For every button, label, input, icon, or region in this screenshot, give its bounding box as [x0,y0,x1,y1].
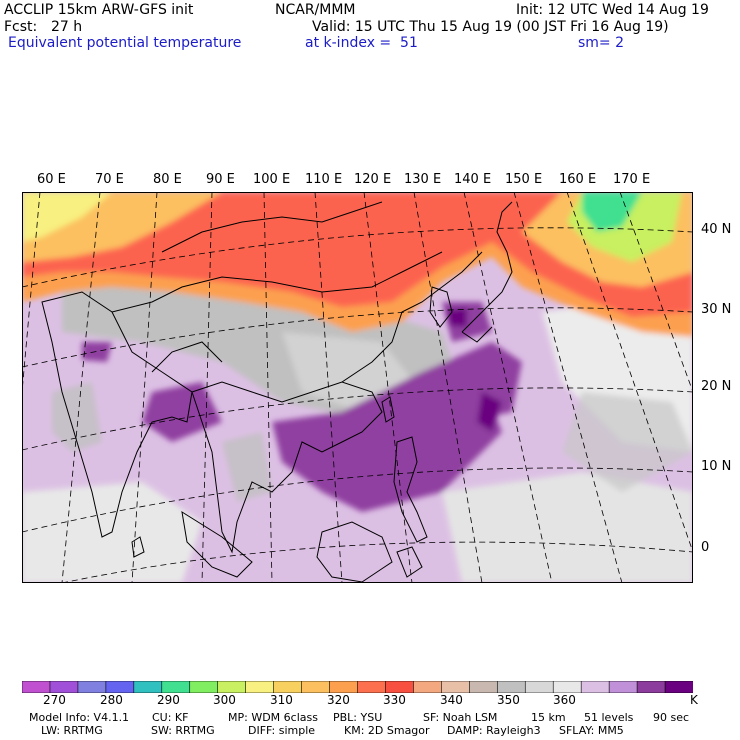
model-info-damp: DAMP: Rayleigh3 [447,724,541,737]
colorbar-tick-label: 340 [440,693,463,707]
colorbar-swatch [245,681,275,693]
smoothing-label: sm= 2 [578,35,625,51]
colorbar-tick-label: 270 [43,693,66,707]
lat-label: 20 N [701,379,732,394]
colorbar-swatch [189,681,219,693]
coastlines [41,201,513,583]
lon-label: 170 E [613,172,651,187]
colorbar-swatch [664,681,693,693]
lon-label: 150 E [505,172,543,187]
colorbar-swatch [217,681,247,693]
init-time: Init: 12 UTC Wed 14 Aug 19 [516,2,709,18]
lon-label: 140 E [454,172,492,187]
org-label: NCAR/MMM [275,2,356,18]
lon-label: 120 E [354,172,392,187]
lon-label: 100 E [253,172,291,187]
colorbar-swatch [608,681,638,693]
level-index: at k-index = 51 [305,35,418,51]
colorbar-swatch [105,681,135,693]
colorbar-unit: K [690,693,698,707]
theta-e-map [22,192,693,583]
colorbar-swatch [301,681,331,693]
colorbar-swatch [273,681,303,693]
colorbar-swatch [580,681,610,693]
colorbar-swatch [413,681,443,693]
colorbar-swatch [22,681,51,693]
colorbar-swatch [496,681,527,693]
map-frame [22,192,693,583]
colorbar-tick-label: 280 [100,693,123,707]
model-title: ACCLIP 15km ARW-GFS init [4,2,194,18]
forecast-hour: 27 h [51,19,83,35]
colorbar-tick-label: 320 [327,693,350,707]
colorbar-swatch [636,681,666,693]
colorbar-swatch [441,681,471,693]
colorbar-swatch [469,681,499,693]
colorbar-tick-label: 350 [497,693,520,707]
lon-label: 70 E [95,172,124,187]
colorbar-tick-label: 290 [157,693,180,707]
lon-label: 160 E [559,172,597,187]
valid-time: Valid: 15 UTC Thu 15 Aug 19 (00 JST Fri … [312,19,669,35]
colorbar-swatch [161,681,191,693]
lat-label: 10 N [701,459,732,474]
colorbar-tick-label: 330 [383,693,406,707]
colorbar-swatch [77,681,107,693]
model-info-sf: SF: Noah LSM [423,711,498,724]
lat-label: 0 [701,540,710,555]
colorbar-swatch [49,681,79,693]
field-name: Equivalent potential temperature [8,35,242,51]
model-info-pbl: PBL: YSU [333,711,383,724]
lon-label: 130 E [404,172,442,187]
lat-label: 40 N [701,222,732,237]
colorbar-tick-label: 310 [270,693,293,707]
model-info-lw: LW: RRTMG [41,724,103,737]
graticule [22,192,693,583]
model-info-diff: DIFF: simple [248,724,316,737]
model-info-km: KM: 2D Smagor [344,724,430,737]
theta-e-shading [22,192,693,583]
colorbar-swatch [133,681,163,693]
model-info-cu: CU: KF [152,711,189,724]
colorbar-swatch [385,681,415,693]
model-info-res: 15 km [531,711,566,724]
colorbar-swatch [524,681,555,693]
colorbar [22,681,693,693]
model-info-levels: 51 levels [584,711,634,724]
colorbar-tick-label: 360 [553,693,576,707]
forecast-label: Fcst: [4,19,38,35]
colorbar-swatch [329,681,359,693]
model-info-version: Model Info: V4.1.1 [29,711,130,724]
lat-label: 30 N [701,302,732,317]
colorbar-swatch [357,681,387,693]
lon-label: 90 E [206,172,235,187]
lon-label: 80 E [153,172,182,187]
lon-label: 110 E [305,172,343,187]
colorbar-swatch [552,681,582,693]
model-info-sw: SW: RRTMG [151,724,215,737]
colorbar-tick-label: 300 [213,693,236,707]
model-info-sflay: SFLAY: MM5 [559,724,624,737]
model-info-mp: MP: WDM 6class [228,711,318,724]
lon-label: 60 E [37,172,66,187]
model-info-timestep: 90 sec [653,711,690,724]
